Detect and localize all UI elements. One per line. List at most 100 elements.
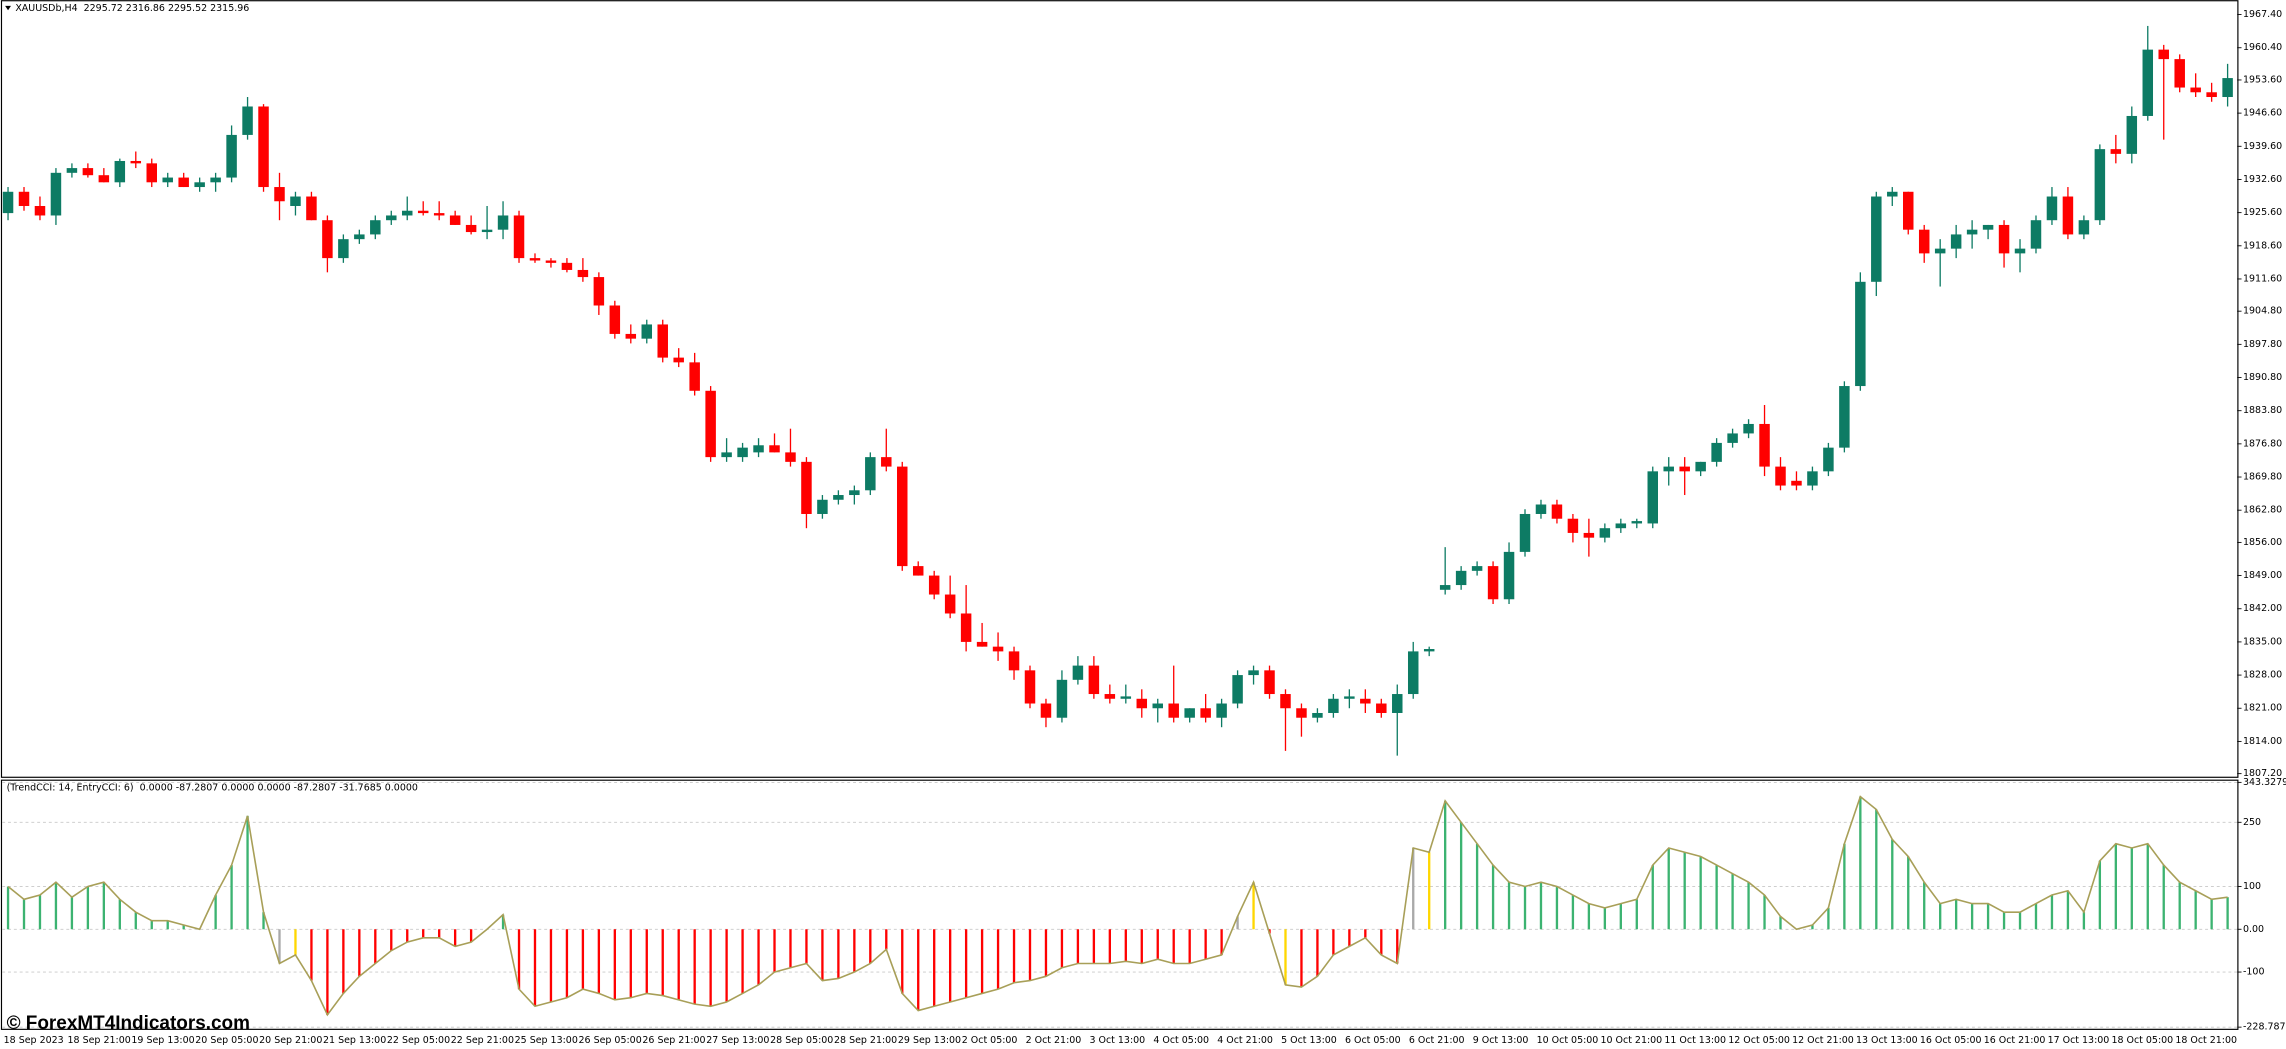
candle-body [449, 215, 461, 225]
candle-body [2014, 248, 2026, 254]
candle-body [1551, 504, 1563, 519]
y-tick-label: -100 [2243, 967, 2265, 978]
x-tick-label: 5 Oct 13:00 [1281, 1035, 1337, 1046]
candle-body [370, 220, 381, 235]
price-pane [0, 0, 2239, 778]
x-tick-label: 2 Oct 05:00 [962, 1035, 1018, 1046]
candle-body [386, 215, 397, 221]
candle-body [226, 134, 237, 178]
candle-body [577, 269, 589, 278]
candle-body [481, 229, 493, 233]
candle-body [1040, 703, 1052, 718]
candle-body [1982, 224, 1994, 230]
candle-body [529, 258, 541, 261]
candle-body [1966, 229, 1978, 235]
candle-body [162, 177, 173, 183]
candle-body [1120, 696, 1132, 699]
x-tick-label: 10 Oct 05:00 [1537, 1035, 1599, 1046]
candle-body [593, 277, 605, 306]
candle-body [1743, 423, 1754, 434]
candle-body [306, 196, 317, 221]
x-tick-label: 2 Oct 21:00 [1026, 1035, 1082, 1046]
x-tick-label: 10 Oct 21:00 [1600, 1035, 1662, 1046]
candle-body [1583, 532, 1595, 538]
x-tick-label: 27 Sep 13:00 [706, 1035, 769, 1046]
x-tick-label: 16 Oct 05:00 [1920, 1035, 1982, 1046]
candle-body [1631, 521, 1643, 524]
y-tick-label: 1932.60 [2243, 174, 2282, 185]
candle-body [2142, 49, 2154, 116]
candle-body [1455, 570, 1467, 586]
candle-body [1887, 191, 1898, 197]
candle-body [1328, 698, 1339, 713]
x-tick-label: 3 Oct 13:00 [1090, 1035, 1146, 1046]
candle-body [1823, 447, 1834, 472]
candle-body [992, 646, 1004, 652]
candle-body [1104, 694, 1116, 699]
candle-body [849, 490, 860, 496]
candle-body [274, 187, 285, 202]
x-tick-label: 22 Sep 21:00 [451, 1035, 514, 1046]
candle-body [1663, 466, 1674, 472]
candle-body [34, 205, 46, 216]
x-tick-label: 28 Sep 05:00 [770, 1035, 833, 1046]
candle-body [673, 357, 684, 363]
candle-body [705, 390, 716, 458]
x-tick-label: 12 Oct 05:00 [1728, 1035, 1790, 1046]
candle-body [801, 461, 812, 514]
candle-body [1216, 703, 1227, 718]
x-tick-label: 22 Sep 05:00 [387, 1035, 450, 1046]
x-tick-label: 4 Oct 05:00 [1153, 1035, 1209, 1046]
candle-body [545, 260, 557, 263]
candle-body [1344, 696, 1355, 699]
candle-body [290, 196, 301, 206]
candle-body [1950, 234, 1962, 249]
candle-body [1392, 694, 1403, 713]
candle-body [833, 495, 844, 500]
x-tick-label: 16 Oct 21:00 [1984, 1035, 2046, 1046]
y-tick-label: 1821.00 [2243, 703, 2282, 714]
candle-body [2190, 87, 2201, 93]
candle-body [1376, 703, 1387, 713]
x-tick-label: 18 Sep 2023 [4, 1035, 64, 1046]
y-tick-label: 1862.80 [2243, 505, 2282, 516]
candle-body [641, 324, 653, 339]
candle-body [881, 457, 892, 467]
y-tick-label: 1904.80 [2243, 306, 2282, 317]
candle-body [625, 333, 637, 339]
candle-body [1296, 708, 1307, 718]
candle-body [1695, 461, 1706, 472]
candle-body [338, 239, 349, 259]
candle-body [1807, 471, 1818, 486]
candle-body [769, 445, 780, 453]
y-tick-label: 1953.60 [2243, 74, 2282, 85]
y-tick-label: 1807.20 [2243, 768, 2282, 779]
y-tick-label: 1918.60 [2243, 240, 2282, 251]
candle-body [1024, 670, 1036, 704]
candle-body [737, 447, 748, 458]
x-tick-label: 12 Oct 21:00 [1792, 1035, 1854, 1046]
candle-body [354, 234, 365, 240]
y-tick-label: -228.7873 [2243, 1022, 2286, 1033]
candle-body [1056, 679, 1068, 718]
candle-body [785, 452, 796, 462]
candle-body [130, 160, 142, 164]
candle-body [98, 175, 110, 183]
candle-body [2078, 220, 2090, 235]
candle-body [1519, 513, 1531, 552]
candle-body [2, 191, 14, 214]
candle-body [2062, 196, 2074, 235]
candle-body [928, 575, 940, 595]
candle-body [1647, 471, 1659, 524]
x-tick-label: 18 Oct 05:00 [2111, 1035, 2173, 1046]
candle-body [1839, 386, 1850, 448]
indicator-pane [0, 779, 2239, 1030]
candle-body [1471, 566, 1483, 571]
candle-body [721, 452, 732, 458]
x-tick-label: 25 Sep 13:00 [515, 1035, 578, 1046]
candle-body [1439, 585, 1451, 590]
candle-body [497, 215, 509, 230]
candle-body [1727, 433, 1738, 443]
